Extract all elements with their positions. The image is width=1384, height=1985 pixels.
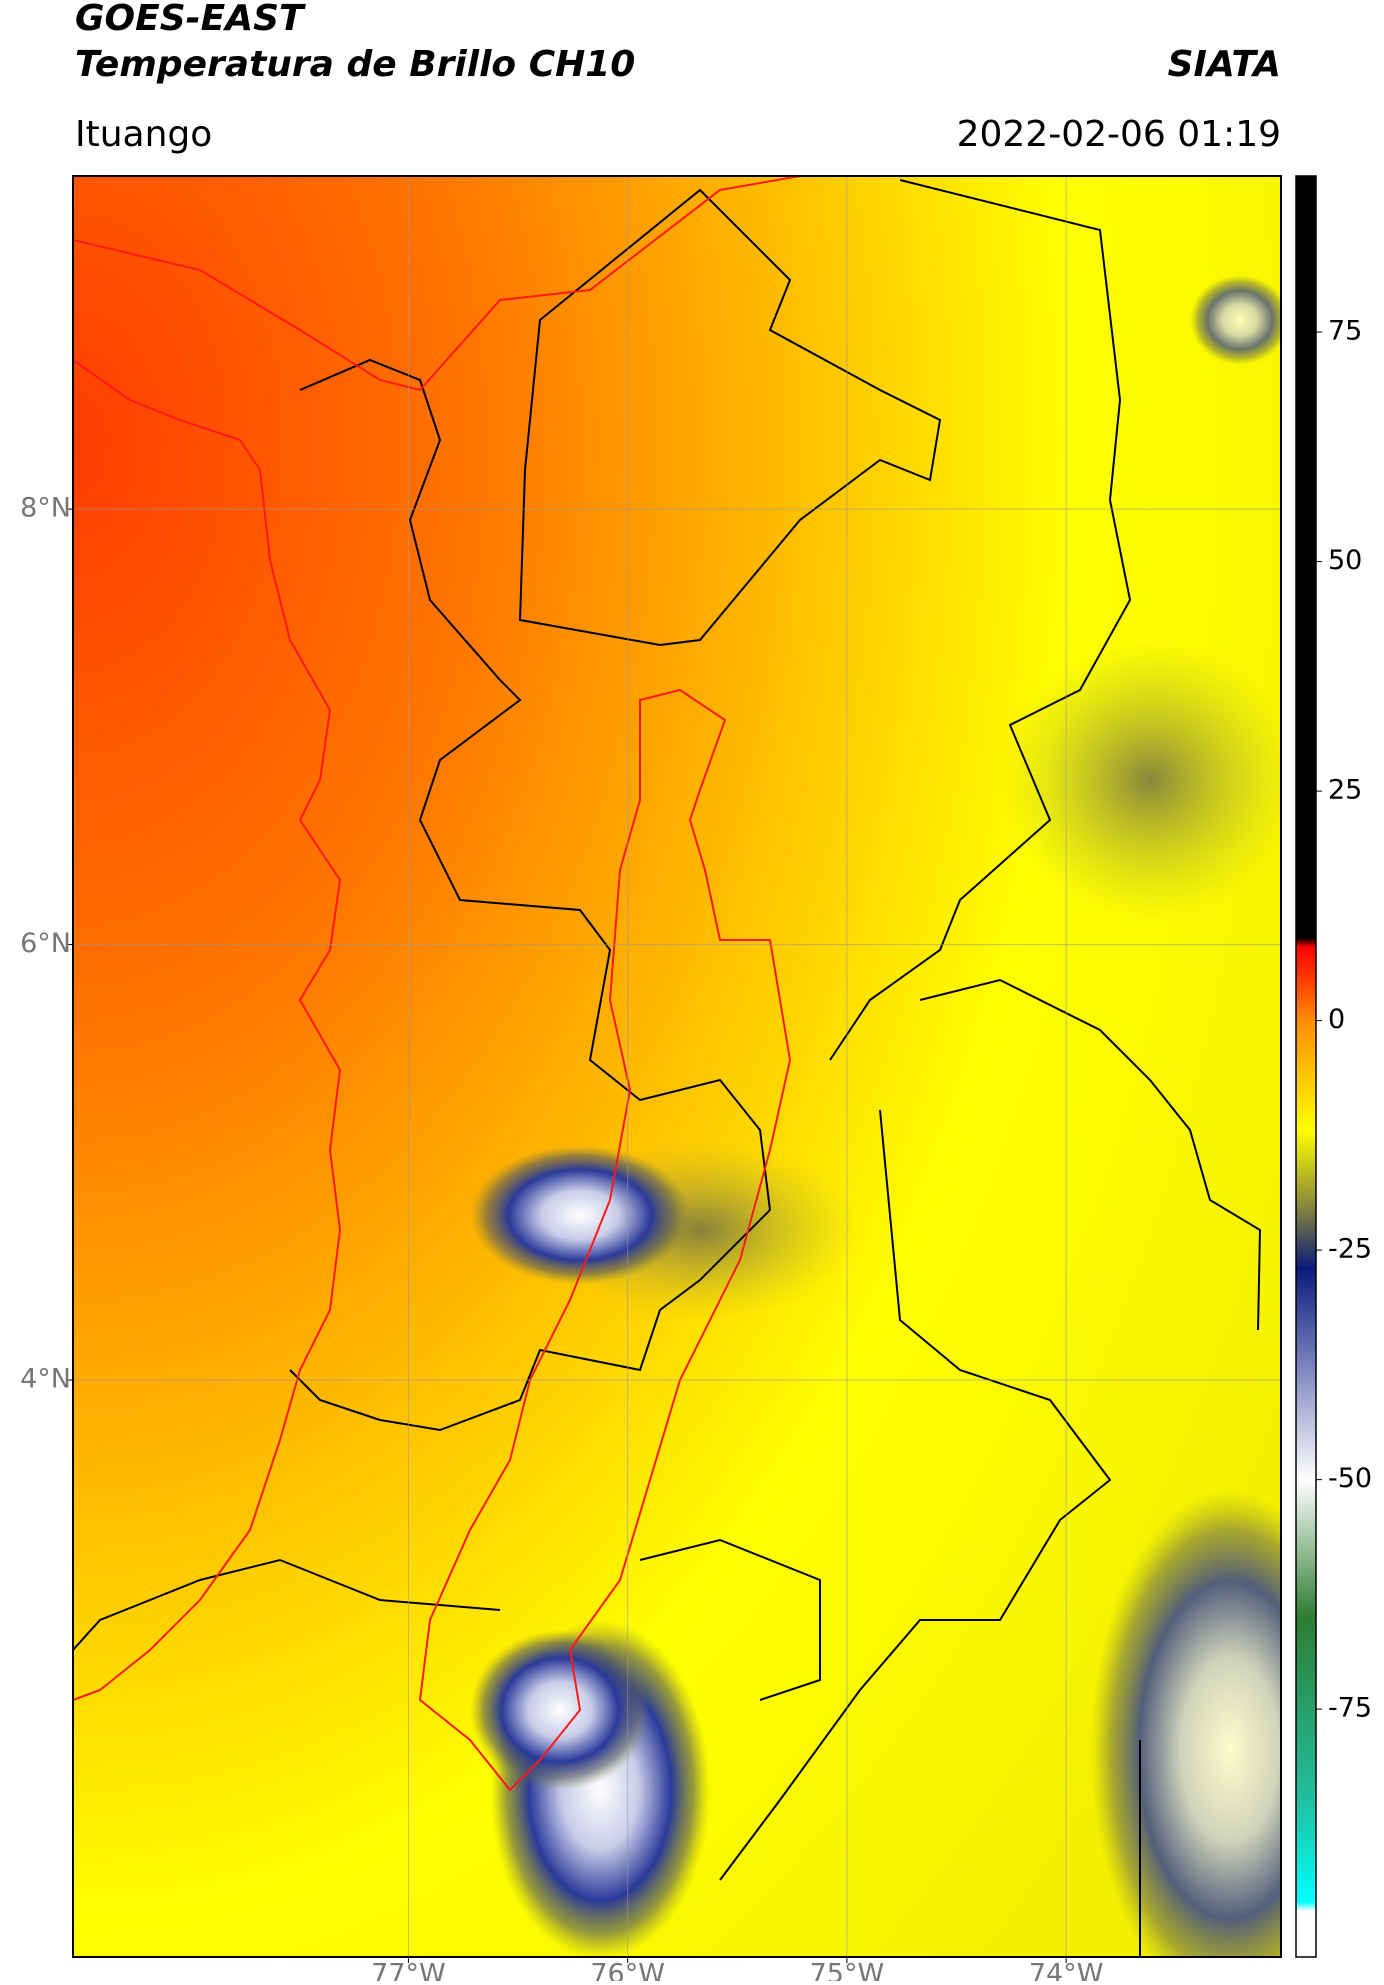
colorbar-tick-label: 25 [1328, 775, 1362, 806]
timestamp: 2022-02-06 01:19 [957, 114, 1281, 155]
storm [470, 1145, 690, 1285]
cloud [1190, 275, 1281, 365]
basin-outline [73, 176, 801, 1792]
colorbar-tick-label: -25 [1328, 1234, 1372, 1265]
y-tick-label: 4°N [20, 1364, 71, 1395]
source: SIATA [1168, 44, 1281, 85]
colorbar-tick-label: 75 [1328, 316, 1362, 347]
title: GOES-EAST [75, 0, 306, 39]
cloud [1000, 640, 1281, 920]
storm [470, 1630, 650, 1790]
colorbar-tick-label: 0 [1328, 1004, 1345, 1035]
y-tick-label: 6°N [20, 928, 71, 959]
x-tick-label: 77°W [371, 1959, 446, 1982]
colorbar-tick-label: -50 [1328, 1463, 1372, 1494]
map-frame [72, 175, 1282, 1958]
borders [73, 179, 1262, 1957]
y-tick-label: 8°N [20, 493, 71, 524]
gridlines [73, 176, 1281, 1957]
colorbar-tick-label: 50 [1328, 545, 1362, 576]
subtitle: Temperatura de Brillo CH10 [75, 44, 635, 85]
region: Ituango [75, 114, 212, 155]
cloud [1090, 1490, 1281, 1957]
colorbar-tick-label: -75 [1328, 1693, 1372, 1724]
x-tick-label: 74°W [1029, 1959, 1104, 1982]
temperature-field [73, 176, 1281, 1957]
x-tick-label: 76°W [590, 1959, 665, 1982]
colorbar [1295, 175, 1317, 1958]
map [73, 176, 1281, 1957]
x-tick-label: 75°W [810, 1959, 885, 1982]
